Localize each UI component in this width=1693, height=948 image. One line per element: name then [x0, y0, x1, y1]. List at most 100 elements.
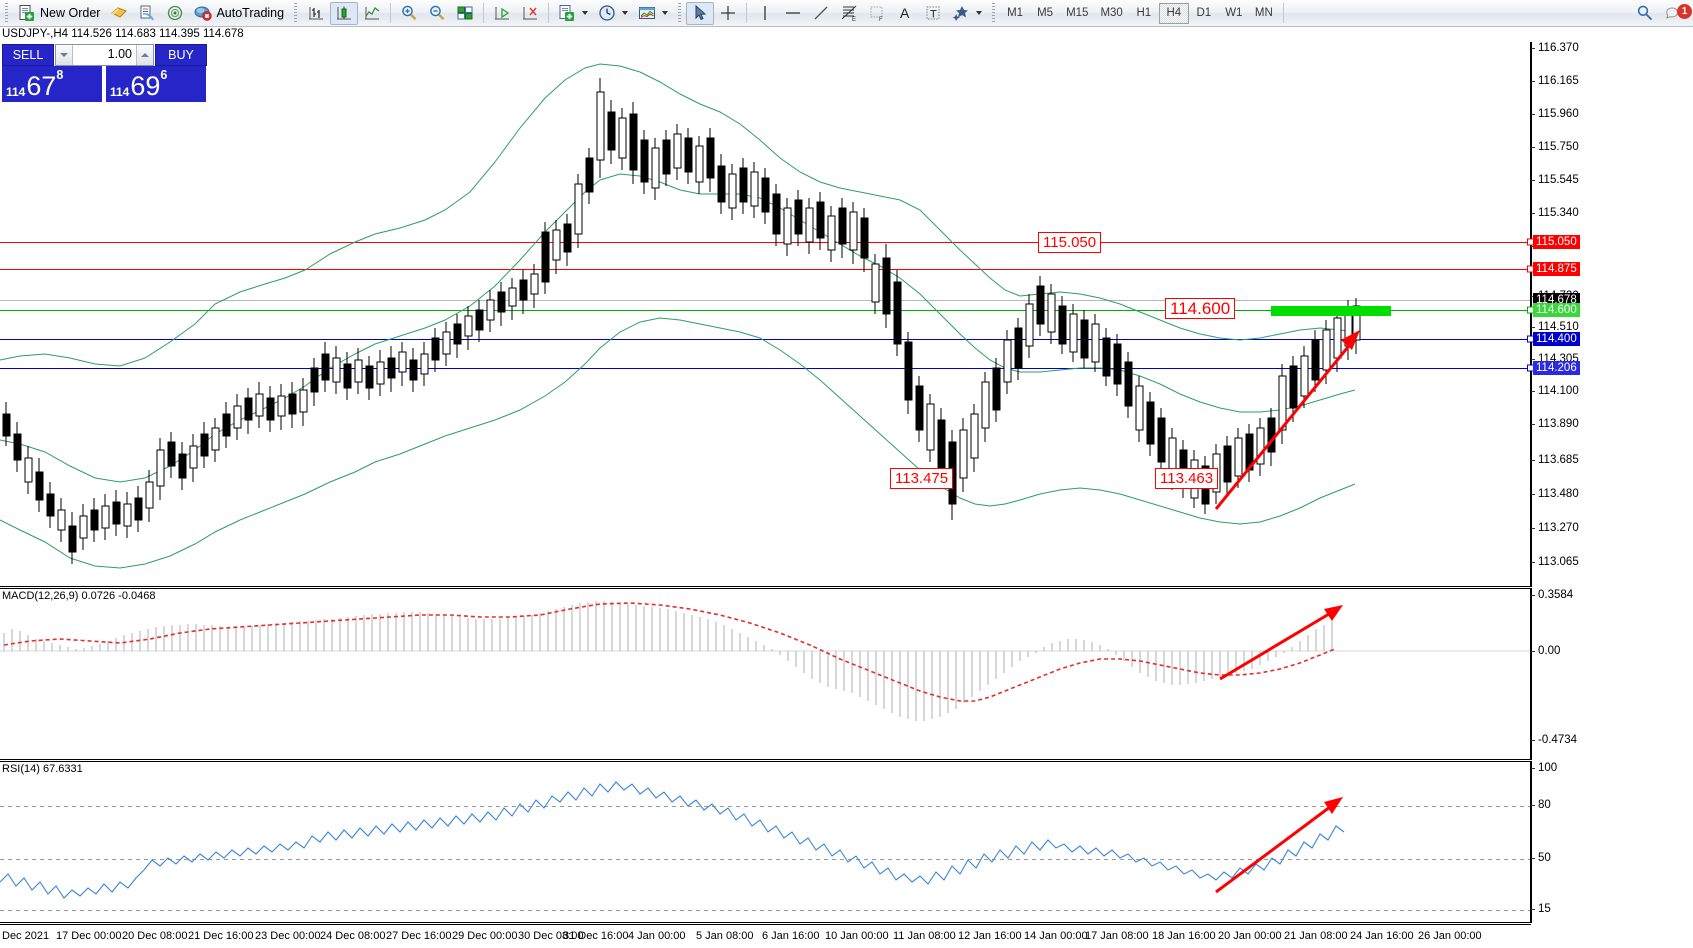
zoom-out-icon: [430, 5, 445, 21]
chart-shift-button[interactable]: [488, 2, 516, 25]
timeframe-m1[interactable]: M1: [1007, 7, 1024, 19]
annotation-115050[interactable]: 115.050: [1038, 232, 1102, 253]
macd-pane[interactable]: MACD(12,26,9) 0.0726 -0.0468: [0, 588, 1531, 760]
autotrading-button[interactable]: AutoTrading: [189, 2, 289, 25]
toolbar-grip-3[interactable]: [676, 3, 684, 23]
timeframe-m30[interactable]: M30: [1100, 7, 1123, 19]
time-label-9: 31 Dec 16:00: [563, 930, 629, 942]
volume-stepper[interactable]: 1.00: [55, 44, 154, 66]
channel-button[interactable]: F: [863, 2, 891, 25]
timeframe-mn[interactable]: MN: [1254, 7, 1273, 19]
price-tick-2: 115.960: [1538, 108, 1579, 120]
annotation-113475[interactable]: 113.475: [890, 468, 954, 489]
buy-price-display[interactable]: 114 69 6: [106, 66, 206, 102]
templates-button[interactable]: [553, 2, 593, 25]
price-pane[interactable]: 115.050 114.600 113.475 113.463: [0, 42, 1531, 587]
level-line-114206[interactable]: [0, 368, 1530, 369]
price-axis[interactable]: 116.370 116.165 115.960 115.750 115.545 …: [1527, 42, 1693, 587]
horizontal-line-button[interactable]: [779, 2, 807, 25]
level-line-115050[interactable]: [0, 242, 1530, 243]
rsi-trend-arrow[interactable]: [1215, 797, 1343, 894]
sell-price-prefix: 114: [6, 85, 26, 99]
price-badge-114600[interactable]: 114.600: [1533, 303, 1580, 317]
toolbar-grip-4[interactable]: [990, 3, 998, 23]
fibonacci-button[interactable]: E: [835, 2, 863, 25]
level-line-114600[interactable]: [0, 310, 1530, 311]
annotation-114600[interactable]: 114.600: [1165, 298, 1236, 319]
alerts-button[interactable]: 1: [1659, 2, 1693, 25]
trendline-button[interactable]: [807, 2, 835, 25]
rsi-pane[interactable]: RSI(14) 67.6331: [0, 761, 1531, 923]
timeframe-h1[interactable]: H1: [1136, 7, 1152, 19]
chevron-down-icon-2[interactable]: [622, 11, 629, 15]
new-order-button[interactable]: New Order: [13, 2, 105, 25]
level-line-114400[interactable]: [0, 339, 1530, 340]
text-button[interactable]: A: [891, 2, 919, 25]
rsi-tick-1: 80: [1538, 799, 1551, 811]
buy-button[interactable]: BUY: [155, 44, 207, 66]
navigator-button[interactable]: [161, 2, 189, 25]
svg-text:E: E: [852, 17, 856, 22]
level-line-114875[interactable]: [0, 269, 1530, 270]
volume-increment-button[interactable]: [136, 45, 153, 65]
time-label-15: 12 Jan 16:00: [958, 930, 1022, 942]
macd-tick-2: -0.4734: [1538, 734, 1578, 746]
price-badge-114206[interactable]: 114.206: [1533, 361, 1580, 375]
data-window-button[interactable]: [133, 2, 161, 25]
line-chart-button[interactable]: [358, 2, 386, 25]
one-click-trading-panel[interactable]: SELL 1.00 BUY 114 67 8 114 69 6: [2, 44, 207, 102]
macd-signal-line: [3, 602, 1336, 702]
expert-advisors-button[interactable]: [105, 2, 133, 25]
chevron-down-icon[interactable]: [582, 11, 589, 15]
toolbar-separator-3: [548, 3, 550, 23]
text-label-button[interactable]: T: [919, 2, 947, 25]
tile-windows-button[interactable]: [451, 2, 479, 25]
timeframe-m5[interactable]: M5: [1037, 7, 1054, 19]
sell-button[interactable]: SELL: [2, 44, 54, 66]
sell-price-display[interactable]: 114 67 8: [2, 66, 102, 102]
bar-chart-button[interactable]: [302, 2, 330, 25]
toolbar-grip[interactable]: [3, 3, 10, 23]
chevron-down-icon-4[interactable]: [976, 11, 983, 15]
macd-title: MACD(12,26,9) 0.0726 -0.0468: [2, 590, 156, 602]
timeframe-m15[interactable]: M15: [1066, 7, 1089, 19]
volume-input[interactable]: 1.00: [107, 47, 132, 61]
chevron-down-icon-3[interactable]: [662, 11, 669, 15]
auto-scroll-button[interactable]: [516, 2, 544, 25]
time-label-20: 21 Jan 08:00: [1284, 930, 1348, 942]
price-badge-114400[interactable]: 114.400: [1533, 332, 1580, 346]
price-badge-114875[interactable]: 114.875: [1533, 262, 1580, 276]
time-label-13: 10 Jan 00:00: [825, 930, 889, 942]
rsi-tick-2: 50: [1538, 852, 1551, 864]
macd-trend-arrow[interactable]: [1216, 605, 1343, 760]
trend-arrow-up[interactable]: [1214, 330, 1360, 510]
timeframe-h4[interactable]: H4: [1158, 2, 1189, 24]
crosshair-tool-button[interactable]: [714, 2, 742, 25]
cursor-tool-button[interactable]: [686, 1, 715, 25]
volume-decrement-button[interactable]: [56, 45, 73, 65]
chart-area[interactable]: 115.050 114.600 113.475 113.463 116.370 …: [0, 42, 1693, 948]
vertical-line-button[interactable]: [751, 2, 779, 25]
indicators-button[interactable]: [633, 2, 673, 25]
time-axis[interactable]: Dec 2021 17 Dec 00:00 20 Dec 08:00 21 De…: [0, 924, 1531, 948]
zoom-in-button[interactable]: [395, 2, 423, 25]
toolbar-grip-2[interactable]: [292, 3, 300, 23]
zoom-out-button[interactable]: [423, 2, 451, 25]
bollinger-lower-band: [0, 317, 1356, 569]
candlestick-chart-button[interactable]: [330, 1, 359, 25]
expert-advisors-icon: [111, 7, 128, 18]
shapes-button[interactable]: [947, 2, 987, 25]
annotation-113463[interactable]: 113.463: [1155, 468, 1219, 489]
clock-icon: [599, 5, 615, 21]
macd-histogram: [3, 601, 1333, 721]
price-badge-115050[interactable]: 115.050: [1533, 235, 1580, 249]
timeframe-d1[interactable]: D1: [1196, 7, 1212, 19]
search-button[interactable]: [1631, 2, 1659, 25]
chevron-up-icon-volume: [141, 53, 149, 57]
target-zone-rect: [1271, 306, 1391, 316]
period-button[interactable]: [593, 2, 633, 25]
toolbar-separator-2: [483, 3, 485, 23]
timeframe-w1[interactable]: W1: [1225, 7, 1243, 19]
time-label-18: 18 Jan 16:00: [1152, 930, 1216, 942]
new-order-label: New Order: [40, 6, 101, 20]
